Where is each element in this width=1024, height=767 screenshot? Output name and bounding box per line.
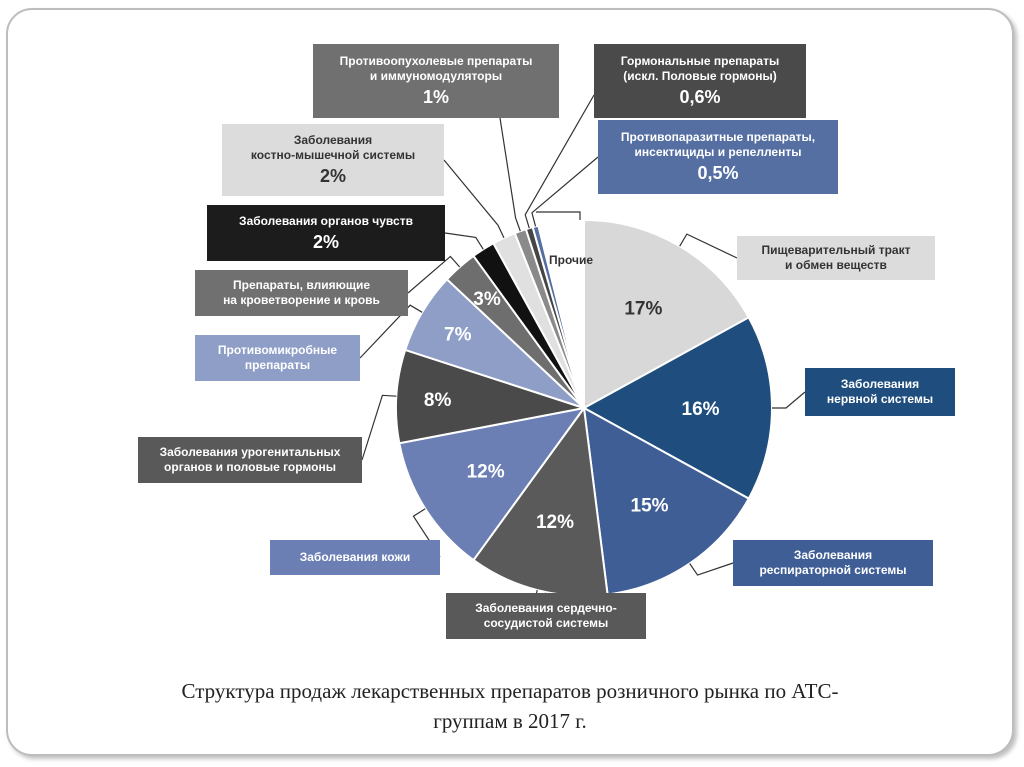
callout-other: Прочие — [540, 249, 602, 271]
callout-antiparasitic-pct: 0,5% — [697, 163, 739, 183]
pie-slice-label-3: 12% — [536, 512, 574, 533]
leader-line-5 — [361, 394, 397, 461]
leader-line-11 — [524, 94, 595, 229]
callout-antitumor: Противоопухолевые препараты и иммуномоду… — [313, 44, 559, 118]
callout-hormonal-line2: (искл. Половые гормоны) — [623, 69, 777, 83]
callout-blood: Препараты, влияющие на кроветворение и к… — [195, 270, 408, 316]
pie-slice-label-1: 16% — [682, 399, 720, 420]
pie-slice-label-2: 15% — [631, 495, 669, 516]
chart-caption: Структура продаж лекарственных препарато… — [60, 676, 960, 736]
callout-cardio-line1: Заболевания сердечно- — [475, 601, 617, 615]
callout-antimicrobial: Противомикробные препараты — [195, 335, 360, 381]
callout-skin-line1: Заболевания кожи — [299, 550, 411, 564]
callout-senses: Заболевания органов чувств 2% — [207, 205, 445, 261]
callout-digestive-line2: и обмен веществ — [785, 258, 887, 272]
leader-line-2 — [689, 562, 734, 576]
callout-hormonal-line1: Гормональные препараты — [620, 54, 780, 68]
callout-antiparasitic: Противопаразитные препараты, инсектициды… — [598, 120, 838, 194]
callout-cardio-line2: сосудистой системы — [483, 616, 609, 630]
callout-hormonal-pct: 0,6% — [679, 87, 721, 107]
pie-slice-label-6: 7% — [444, 324, 472, 345]
callout-antimicrobial-line2: препараты — [244, 358, 311, 372]
callout-antiparasitic-line2: инсектициды и репелленты — [634, 145, 802, 159]
callout-nervous: Заболевания нервной системы — [805, 368, 955, 416]
callout-hormonal: Гормональные препараты (искл. Половые го… — [594, 44, 806, 118]
callout-musculo-pct: 2% — [319, 166, 346, 186]
callout-urogenital-line2: органов и половые гормоны — [164, 460, 336, 474]
callout-nervous-line1: Заболевания — [840, 377, 920, 391]
callout-skin: Заболевания кожи — [270, 540, 440, 575]
leader-line-7 — [407, 255, 461, 294]
callout-musculo-line2: костно-мышечной системы — [250, 148, 416, 162]
leader-line-other — [536, 211, 581, 220]
pie-slice-label-7: 3% — [473, 289, 501, 310]
callout-respiratory-line1: Заболевания — [793, 548, 873, 562]
callout-antitumor-line2: и иммуномодуляторы — [369, 69, 503, 83]
leader-line-0 — [679, 233, 738, 259]
callout-nervous-line2: нервной системы — [826, 392, 934, 406]
pie-slice-label-4: 12% — [467, 461, 505, 482]
callout-cardio: Заболевания сердечно- сосудистой системы — [446, 593, 646, 639]
callout-antiparasitic-line1: Противопаразитные препараты, — [620, 130, 816, 144]
leader-line-12 — [531, 156, 599, 227]
callout-antimicrobial-line1: Противомикробные — [217, 343, 338, 357]
pie-slice-label-0: 17% — [624, 299, 662, 320]
pie-slice-label-5: 8% — [424, 390, 452, 411]
leader-line-8 — [444, 232, 484, 250]
callout-urogenital-line1: Заболевания урогенитальных — [159, 445, 341, 459]
callout-senses-line1: Заболевания органов чувств — [239, 213, 413, 228]
callout-antitumor-pct: 1% — [422, 87, 449, 107]
callout-musculo-line1: Заболевания — [293, 133, 373, 147]
caption-line2: группам в 2017 г. — [433, 709, 587, 733]
pie-slice-13 — [537, 218, 585, 409]
callout-digestive: Пищеварительный тракт и обмен веществ — [737, 236, 935, 280]
leader-line-9 — [443, 159, 505, 239]
pie-slice-1 — [581, 316, 773, 500]
caption-line1: Структура продаж лекарственных препарато… — [181, 679, 839, 703]
leader-line-10 — [499, 117, 521, 232]
callout-blood-line2: на кроветворение и кровь — [223, 293, 380, 307]
pie-slice-5 — [395, 348, 585, 445]
callout-senses-pct: 2% — [312, 231, 339, 252]
leader-line-1 — [772, 391, 806, 409]
callout-other-line1: Прочие — [548, 252, 593, 267]
callout-digestive-line1: Пищеварительный тракт — [761, 243, 911, 257]
callout-musculo: Заболевания костно-мышечной системы 2% — [222, 124, 444, 196]
callout-urogenital: Заболевания урогенитальных органов и пол… — [138, 437, 362, 483]
callout-blood-line1: Препараты, влияющие — [233, 278, 370, 292]
callout-respiratory: Заболевания респираторной системы — [733, 540, 933, 586]
callout-respiratory-line2: респираторной системы — [759, 563, 907, 577]
callout-antitumor-line1: Противоопухолевые препараты — [339, 54, 533, 68]
pie-slice-4 — [398, 406, 587, 562]
leader-line-6 — [359, 304, 423, 359]
